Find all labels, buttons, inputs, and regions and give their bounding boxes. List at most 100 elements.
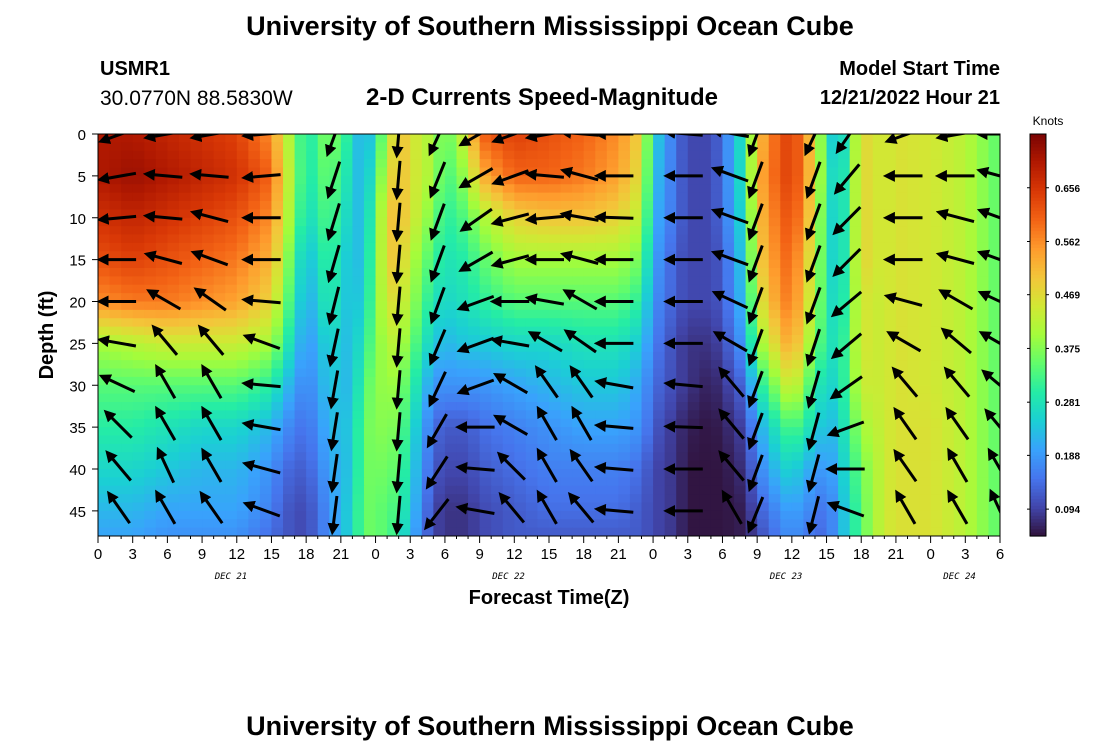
heatmap-cell [225, 226, 238, 236]
heatmap-cell [780, 226, 793, 236]
heatmap-cell [549, 385, 562, 395]
heatmap-cell [387, 284, 400, 294]
heatmap-cell [560, 485, 573, 495]
current-vector [155, 489, 177, 525]
heatmap-cell [202, 318, 215, 328]
heatmap-cell [976, 443, 990, 453]
heatmap-cell [144, 393, 157, 403]
heatmap-cell [861, 351, 874, 361]
heatmap-cell [144, 469, 157, 478]
heatmap-cell [236, 142, 249, 152]
heatmap-cell [225, 309, 238, 319]
heatmap-cell [236, 402, 249, 411]
heatmap-cell [248, 318, 261, 328]
heatmap-cell [861, 209, 874, 219]
heatmap-cell [178, 368, 192, 378]
heatmap-cell [352, 393, 365, 403]
heatmap-cell [606, 393, 619, 403]
heatmap-cell [768, 309, 781, 319]
heatmap-cell [895, 175, 909, 185]
heatmap-cell [502, 175, 515, 185]
current-vector [189, 134, 223, 143]
heatmap-cell [595, 184, 608, 194]
heatmap-cell [202, 209, 215, 219]
heatmap-cell [757, 510, 770, 520]
heatmap-cell [930, 326, 943, 336]
heatmap-cell [814, 234, 828, 244]
heatmap-cell [236, 427, 249, 437]
heatmap-cell [734, 376, 747, 386]
heatmap-cell [560, 402, 573, 411]
heatmap-cell [572, 360, 585, 370]
heatmap-cell [641, 276, 654, 286]
heatmap-cell [745, 402, 758, 411]
heatmap-cell [248, 234, 261, 244]
heatmap-cell [895, 184, 909, 194]
heatmap-cell [618, 351, 631, 361]
heatmap-cell [791, 268, 805, 277]
heatmap-cell [155, 360, 168, 370]
heatmap-cell [641, 242, 654, 252]
heatmap-cell [745, 410, 758, 420]
heatmap-cell [629, 268, 643, 277]
heatmap-cell [606, 510, 619, 520]
heatmap-cell [340, 485, 354, 495]
heatmap-cell [942, 469, 955, 478]
heatmap-cell [664, 142, 677, 152]
colorbar-segment [1030, 489, 1046, 494]
heatmap-cell [653, 452, 666, 462]
heatmap-cell [838, 150, 851, 160]
current-vector [663, 378, 703, 391]
heatmap-cell [468, 376, 481, 386]
heatmap-cell [676, 134, 689, 143]
heatmap-cell [919, 502, 932, 512]
heatmap-cell [872, 242, 885, 252]
colorbar-segment [1030, 442, 1046, 447]
heatmap-cell [259, 192, 273, 202]
heatmap-cell [456, 159, 469, 169]
heatmap-cell [225, 159, 238, 169]
heatmap-cell [872, 427, 885, 437]
heatmap-cell [745, 301, 758, 311]
heatmap-cell [178, 259, 192, 269]
heatmap-cell [132, 402, 145, 411]
heatmap-cell [791, 226, 805, 236]
heatmap-cell [572, 343, 585, 353]
heatmap-cell [722, 142, 735, 152]
colorbar-segment [1030, 458, 1046, 463]
heatmap-cell [676, 301, 689, 311]
heatmap-cell [780, 184, 793, 194]
heatmap-cell [109, 159, 122, 169]
heatmap-cell [641, 435, 654, 445]
heatmap-cell [514, 284, 527, 294]
heatmap-cell [225, 393, 238, 403]
heatmap-cell [225, 527, 238, 536]
heatmap-cell [132, 167, 145, 177]
heatmap-cell [121, 510, 134, 520]
heatmap-cell [225, 427, 238, 437]
current-vector [833, 163, 861, 195]
current-vector [747, 370, 764, 409]
heatmap-cell [953, 301, 966, 311]
colorbar-segment [1030, 388, 1046, 393]
heatmap-cell [283, 217, 296, 227]
heatmap-cell [942, 167, 955, 177]
heatmap-cell [375, 284, 388, 294]
heatmap-cell [560, 494, 573, 504]
heatmap-cell [213, 268, 226, 277]
heatmap-cell [653, 209, 666, 219]
heatmap-cell [479, 268, 492, 277]
heatmap-cell [942, 175, 955, 185]
heatmap-cell [618, 217, 631, 227]
heatmap-cell [167, 259, 180, 269]
heatmap-cell [259, 234, 273, 244]
current-vector [391, 202, 404, 243]
heatmap-cell [502, 435, 515, 445]
heatmap-cell [225, 477, 238, 487]
heatmap-cell [132, 343, 145, 353]
heatmap-cell [884, 519, 897, 529]
heatmap-cell [456, 201, 469, 210]
heatmap-cell [884, 443, 897, 453]
heatmap-cell [549, 268, 562, 277]
colorbar-segment [1030, 529, 1046, 534]
